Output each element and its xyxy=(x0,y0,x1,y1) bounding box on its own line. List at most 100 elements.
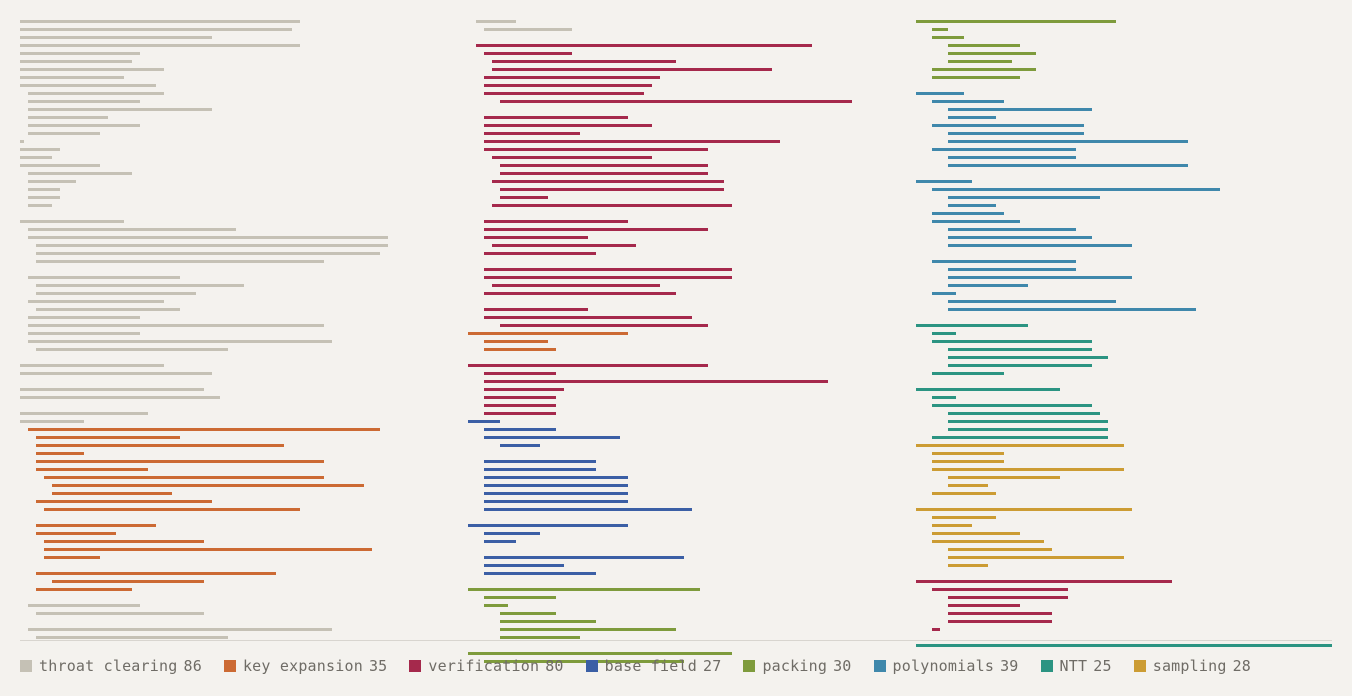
code-line-verification xyxy=(492,156,652,159)
code-line-throat-clearing xyxy=(20,156,52,159)
legend-swatch-throat-clearing xyxy=(20,660,32,672)
legend-swatch-ntt xyxy=(1040,660,1053,672)
code-line-polynomials xyxy=(932,100,1004,103)
code-line-ntt xyxy=(916,324,1028,327)
code-line-packing xyxy=(948,60,1012,63)
code-line-throat-clearing xyxy=(20,164,100,167)
code-map xyxy=(20,20,1332,663)
code-line-verification xyxy=(484,292,676,295)
code-line-verification xyxy=(500,172,708,175)
legend-label: key expansion xyxy=(242,657,363,675)
code-line-polynomials xyxy=(948,164,1188,167)
code-line-base-field xyxy=(484,460,596,463)
code-line-polynomials xyxy=(948,204,996,207)
code-line-throat-clearing xyxy=(20,364,164,367)
code-line-ntt xyxy=(932,372,1004,375)
code-line-key-expansion xyxy=(36,532,116,535)
code-line-packing xyxy=(468,652,732,655)
legend-count: 27 xyxy=(702,657,722,675)
code-line-polynomials xyxy=(948,156,1076,159)
code-line-polynomials xyxy=(932,292,956,295)
code-line-verification xyxy=(484,412,556,415)
code-line-verification xyxy=(484,380,828,383)
code-line-sampling xyxy=(932,460,1004,463)
legend-item-verification: verification 80 xyxy=(409,657,563,675)
code-line-key-expansion xyxy=(36,436,180,439)
code-line-throat-clearing xyxy=(20,84,156,87)
code-line-verification xyxy=(484,404,556,407)
code-line-verification xyxy=(916,580,1172,583)
code-line-throat-clearing xyxy=(20,372,212,375)
code-line-base-field xyxy=(484,572,596,575)
code-line-throat-clearing xyxy=(28,324,324,327)
code-line-polynomials xyxy=(948,308,1196,311)
code-line-key-expansion xyxy=(36,572,276,575)
code-line-verification xyxy=(500,196,548,199)
legend-count: 30 xyxy=(833,657,852,675)
code-line-packing xyxy=(500,620,596,623)
code-line-base-field xyxy=(484,436,620,439)
code-line-ntt xyxy=(948,364,1092,367)
code-line-throat-clearing xyxy=(20,60,132,63)
code-line-throat-clearing xyxy=(28,604,140,607)
legend-count: 86 xyxy=(183,657,202,675)
code-line-polynomials xyxy=(916,180,972,183)
legend-swatch-packing xyxy=(743,660,756,672)
code-line-polynomials xyxy=(948,236,1092,239)
code-line-polynomials xyxy=(948,228,1076,231)
code-line-base-field xyxy=(484,508,692,511)
code-line-polynomials xyxy=(932,124,1084,127)
code-line-verification xyxy=(484,92,644,95)
code-line-polynomials xyxy=(948,140,1188,143)
code-line-throat-clearing xyxy=(36,612,204,615)
code-line-verification xyxy=(484,148,708,151)
code-line-verification xyxy=(484,252,596,255)
code-line-sampling xyxy=(948,484,988,487)
code-line-verification xyxy=(948,620,1052,623)
code-line-base-field xyxy=(484,484,628,487)
legend-item-polynomials: polynomials 39 xyxy=(873,657,1019,675)
legend-count: 39 xyxy=(1000,657,1019,675)
code-line-packing xyxy=(948,44,1020,47)
code-line-throat-clearing xyxy=(28,300,164,303)
legend-label: throat clearing xyxy=(39,657,178,675)
code-line-key-expansion xyxy=(468,332,628,335)
code-line-verification xyxy=(484,316,692,319)
legend-item-throat-clearing: throat clearing 86 xyxy=(20,657,202,675)
code-line-ntt xyxy=(932,436,1108,439)
code-line-throat-clearing xyxy=(36,260,324,263)
code-line-throat-clearing xyxy=(28,228,236,231)
code-line-packing xyxy=(468,588,700,591)
code-line-throat-clearing xyxy=(20,220,124,223)
code-line-throat-clearing xyxy=(28,124,140,127)
code-line-throat-clearing xyxy=(28,100,140,103)
legend-divider xyxy=(20,640,1332,641)
code-line-polynomials xyxy=(948,132,1084,135)
code-line-throat-clearing xyxy=(28,340,332,343)
code-line-key-expansion xyxy=(36,460,324,463)
code-line-base-field xyxy=(484,492,628,495)
legend-count: 80 xyxy=(545,657,564,675)
code-line-throat-clearing xyxy=(20,420,84,423)
code-line-verification xyxy=(484,84,652,87)
legend-count: 25 xyxy=(1093,657,1112,675)
code-line-ntt xyxy=(932,332,956,335)
code-line-base-field xyxy=(468,420,500,423)
code-line-packing xyxy=(932,68,1036,71)
code-line-throat-clearing xyxy=(20,388,204,391)
code-line-throat-clearing xyxy=(28,188,60,191)
code-line-verification xyxy=(484,388,564,391)
code-line-verification xyxy=(500,164,708,167)
code-line-verification xyxy=(484,372,556,375)
code-line-ntt xyxy=(932,404,1092,407)
code-line-sampling xyxy=(932,516,996,519)
code-line-verification xyxy=(948,612,1052,615)
code-line-throat-clearing xyxy=(28,180,76,183)
code-line-throat-clearing xyxy=(36,308,180,311)
legend-swatch-key-expansion xyxy=(223,660,236,672)
code-line-key-expansion xyxy=(484,348,556,351)
code-line-sampling xyxy=(932,532,1020,535)
code-line-key-expansion xyxy=(36,524,156,527)
code-line-base-field xyxy=(484,556,684,559)
code-line-base-field xyxy=(468,524,628,527)
